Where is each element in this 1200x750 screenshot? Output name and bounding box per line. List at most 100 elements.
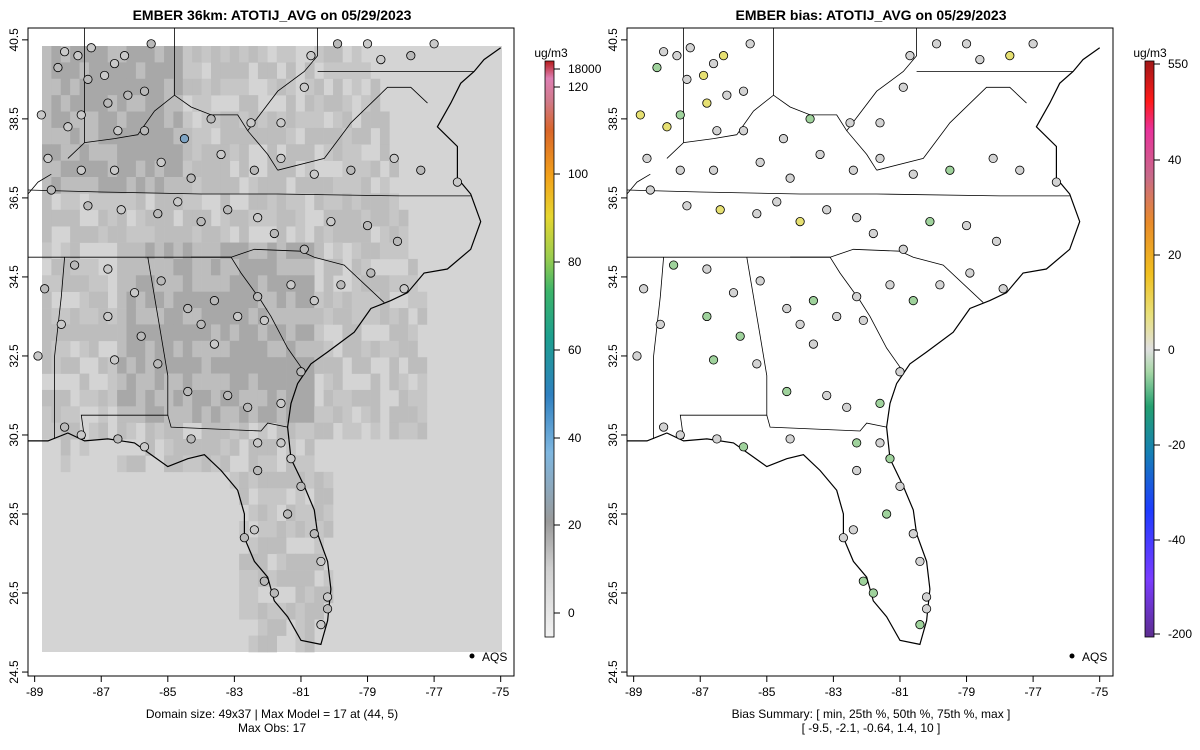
model-grid-cell [192, 144, 202, 161]
model-grid-cell [295, 422, 306, 440]
aqs-station-markers-right [632, 39, 1062, 630]
y-tick-label: 26.5 [7, 581, 21, 605]
aqs-bias-marker [875, 398, 885, 408]
aqs-bias-marker [848, 525, 858, 535]
model-grid-cell [417, 291, 428, 309]
model-grid-cell [333, 46, 343, 63]
model-grid-cell [267, 193, 277, 211]
model-grid-cell [79, 275, 90, 292]
model-grid-cell [145, 291, 155, 309]
model-grid-cell [295, 144, 306, 161]
model-grid-cell [323, 488, 334, 505]
aqs-bias-marker [1051, 177, 1062, 187]
model-grid-cell [220, 111, 231, 129]
model-grid-cell [79, 258, 90, 276]
model-grid-cell [70, 422, 80, 440]
aqs-bias-marker [885, 454, 895, 464]
model-grid-cell [182, 193, 193, 211]
model-grid-cell [98, 193, 109, 211]
model-grid-cell [164, 46, 174, 63]
model-grid-cell [173, 242, 184, 260]
model-grid-cell [398, 275, 409, 292]
aqs-station-marker [70, 260, 80, 270]
model-grid-cell [351, 308, 362, 325]
model-grid-cell [164, 389, 174, 407]
model-grid-cell [379, 144, 390, 161]
aqs-bias-marker [1028, 39, 1038, 49]
aqs-station-marker [123, 90, 133, 100]
model-grid-cell [333, 406, 343, 424]
aqs-bias-marker [998, 284, 1008, 294]
model-grid-cell [351, 242, 362, 260]
aqs-bias-marker [822, 390, 832, 401]
model-grid-cell [88, 111, 99, 129]
model-grid-cell [295, 504, 306, 522]
model-grid-cell [154, 242, 165, 260]
model-grid-cell [173, 439, 184, 456]
model-grid-cell [379, 275, 390, 292]
aqs-bias-marker [895, 481, 905, 491]
model-grid-cell [398, 406, 409, 424]
model-grid-cell [42, 160, 52, 178]
aqs-station-marker [116, 205, 126, 215]
model-grid-cell [314, 308, 324, 325]
model-grid-cell [42, 127, 52, 145]
model-grid-cell [164, 226, 174, 243]
model-grid-cell [361, 193, 371, 211]
model-grid-cell [210, 406, 221, 424]
model-grid-cell [370, 406, 381, 424]
model-grid-cell [286, 406, 296, 424]
model-grid-cell [333, 127, 343, 145]
model-grid-cell [42, 111, 52, 129]
y-tick-label: 32.5 [606, 344, 620, 368]
model-grid-cell [126, 308, 137, 325]
model-grid-cell [351, 160, 362, 178]
aqs-station-marker [153, 359, 163, 369]
model-grid-cell [210, 324, 221, 342]
aqs-station-marker [306, 51, 316, 61]
model-grid-cell [117, 324, 127, 342]
aqs-bias-marker [669, 260, 679, 270]
model-grid-cell [210, 422, 221, 440]
model-grid-cell [398, 389, 409, 407]
aqs-station-marker [309, 169, 319, 179]
aqs-bias-marker [905, 51, 915, 61]
model-grid-cell [220, 62, 231, 80]
model-colorbar-tick-label: 60 [568, 343, 582, 357]
model-grid-cell [333, 226, 343, 243]
aqs-bias-marker [898, 244, 908, 254]
model-grid-cell [88, 78, 99, 96]
aqs-bias-marker [778, 134, 789, 144]
model-grid-cell [417, 357, 428, 374]
model-grid-cell [117, 422, 127, 440]
model-colorbar-tick-label: 120 [568, 80, 588, 94]
model-grid-cell [333, 95, 343, 112]
model-grid-cell [135, 78, 146, 96]
x-tick-label: -85 [758, 685, 776, 699]
model-grid-cell [145, 340, 155, 358]
aqs-station-marker [99, 70, 110, 81]
model-grid-cell [304, 422, 315, 440]
model-grid-cell [51, 308, 62, 325]
model-colorbar: ug/m3 18000 120 100 80 60 40 20 0 [534, 46, 602, 638]
aqs-bias-marker [655, 319, 665, 329]
aqs-station-marker [156, 157, 166, 167]
model-grid-cell [267, 471, 277, 489]
model-grid-cell [239, 308, 249, 325]
model-grid-cell [379, 308, 390, 325]
model-grid-cell [107, 226, 118, 243]
aqs-station-marker [209, 296, 220, 306]
model-grid-cell [182, 406, 193, 424]
model-grid-cell [257, 258, 268, 276]
right-plot-frame [626, 27, 1114, 677]
model-grid-cell [98, 144, 109, 161]
model-grid-cell [323, 471, 334, 489]
model-grid-cell [267, 258, 277, 276]
model-grid-cell [88, 389, 99, 407]
model-grid-cell [98, 177, 109, 194]
model-grid-cell [361, 357, 371, 374]
state-boundary [766, 415, 887, 432]
aqs-station-marker [153, 209, 163, 219]
model-grid-cell [192, 78, 202, 96]
model-grid-cell [276, 602, 287, 620]
